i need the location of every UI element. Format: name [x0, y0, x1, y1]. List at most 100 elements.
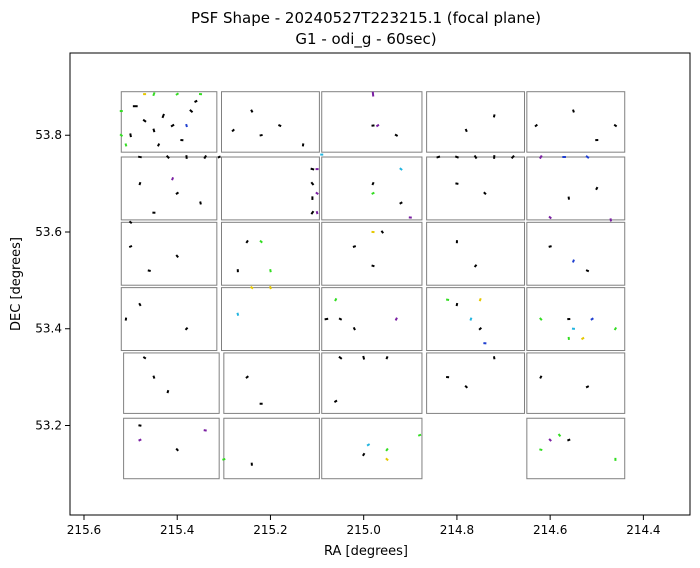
psf-whisker	[315, 191, 319, 195]
psf-whisker	[259, 239, 263, 244]
psf-whisker	[371, 191, 375, 195]
psf-whisker	[585, 269, 590, 273]
ccd-chip-outline	[120, 91, 218, 153]
psf-whisker	[137, 155, 142, 159]
psf-whisker	[473, 154, 478, 160]
psf-whisker	[175, 254, 179, 258]
x-tick-label: 215.0	[347, 523, 381, 537]
psf-whisker	[138, 302, 142, 307]
psf-whisker	[478, 327, 483, 331]
psf-whisker	[269, 285, 272, 290]
psf-whisker	[119, 133, 124, 137]
psf-whisker	[142, 356, 147, 360]
psf-whisker	[510, 154, 515, 160]
ccd-chip-outline	[526, 287, 626, 352]
psf-whisker	[194, 99, 198, 103]
ccd-chip-outline	[426, 352, 526, 414]
ccd-chip-outline	[221, 156, 320, 221]
psf-whisker	[203, 154, 207, 160]
psf-whisker	[366, 443, 371, 447]
psf-whisker	[371, 91, 375, 97]
psf-whisker	[572, 109, 575, 113]
ccd-chip-outline	[321, 352, 423, 414]
psf-whisker	[483, 191, 487, 196]
ccd-chip-outline	[426, 221, 526, 286]
ccd-chip-outline	[321, 91, 423, 153]
psf-whisker	[152, 375, 156, 379]
x-axis-label: RA [degrees]	[324, 544, 408, 559]
psf-whisker	[203, 429, 207, 432]
psf-whisker	[142, 118, 147, 123]
psf-whisker	[613, 326, 618, 331]
psf-whiskers	[119, 91, 618, 466]
psf-whisker	[310, 181, 315, 186]
plot-area	[69, 52, 691, 516]
y-tick-label: 53.4	[35, 322, 62, 336]
axes-frame	[69, 52, 691, 516]
ccd-chip-outline	[221, 221, 320, 286]
x-tick-label: 215.4	[160, 523, 194, 537]
psf-whisker	[217, 155, 221, 159]
psf-whisker	[128, 244, 133, 249]
psf-whisker	[147, 269, 151, 273]
psf-whisker	[165, 155, 170, 160]
psf-whisker	[138, 438, 142, 442]
psf-whisker	[464, 385, 469, 389]
ccd-chip-outline	[426, 91, 526, 153]
ccd-chip-outline	[526, 156, 626, 221]
psf-whisker	[534, 123, 538, 128]
psf-whisker	[399, 201, 403, 205]
psf-whisker	[548, 438, 552, 442]
psf-whisker	[454, 155, 459, 159]
psf-whisker	[161, 113, 165, 119]
psf-whisker	[170, 123, 175, 128]
ccd-chip-outline	[123, 352, 220, 414]
psf-whisker	[175, 191, 180, 195]
psf-whisker	[157, 143, 161, 147]
psf-whisker	[492, 356, 496, 360]
psf-whisker	[259, 133, 263, 137]
x-tick-label: 215.6	[67, 523, 101, 537]
psf-whisker	[469, 317, 473, 321]
ccd-chip-outline	[123, 417, 220, 480]
psf-whisker	[539, 375, 543, 379]
psf-whisker	[129, 133, 132, 138]
psf-whisker	[138, 181, 142, 186]
psf-whisker	[394, 133, 399, 137]
psf-whisker	[539, 317, 543, 321]
psf-whisker	[394, 317, 398, 321]
ccd-chip-outline	[321, 417, 423, 480]
psf-whisker	[352, 245, 357, 248]
psf-whisker	[362, 355, 366, 360]
ccd-chip-outline	[120, 156, 218, 221]
psf-whisker	[595, 186, 599, 191]
psf-whisker	[436, 155, 441, 159]
ccd-chip-outline	[526, 417, 626, 480]
psf-whisker	[222, 457, 226, 461]
x-tick-label: 214.8	[440, 523, 474, 537]
ccd-chip-outline	[321, 287, 423, 352]
x-tick-label: 214.4	[626, 523, 660, 537]
ccd-chip-grid	[120, 91, 626, 480]
psf-whisker	[152, 92, 156, 97]
psf-whisker	[333, 399, 338, 403]
psf-whisker	[539, 448, 543, 452]
ccd-chip-outline	[526, 221, 626, 286]
psf-whisker	[175, 92, 180, 96]
ccd-chip-outline	[223, 352, 320, 414]
psf-whisker	[315, 210, 319, 215]
psf-whisker	[138, 424, 142, 427]
ccd-chip-outline	[221, 91, 320, 153]
psf-whisker	[128, 220, 133, 225]
psf-whisker	[334, 297, 338, 302]
psf-whisker	[385, 457, 389, 462]
ccd-chip-outline	[321, 156, 423, 221]
psf-whisker	[548, 245, 552, 248]
psf-whisker	[585, 385, 590, 389]
psf-whisker	[417, 433, 422, 437]
psf-whisker	[385, 447, 389, 452]
psf-whisker	[557, 433, 562, 437]
psf-whisker	[338, 317, 343, 321]
psf-whisker	[371, 264, 375, 268]
psf-whisker	[152, 128, 156, 133]
